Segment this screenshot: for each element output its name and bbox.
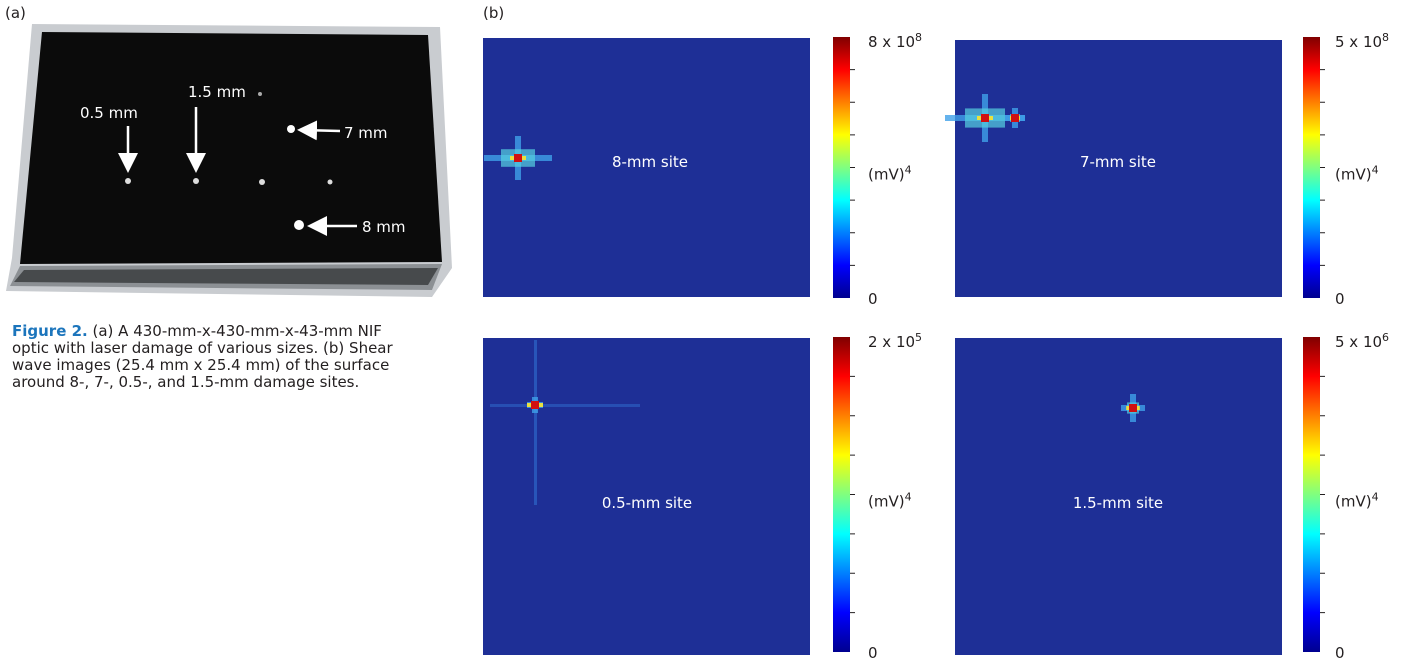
site-label: 0.5-mm site <box>602 494 692 512</box>
colorbar-min: 0 <box>1335 290 1345 308</box>
hotspot <box>981 114 989 122</box>
colorbar-min: 0 <box>868 644 878 662</box>
colorbar-unit: (mV)4 <box>868 491 912 511</box>
colorbar-max-exp: 5 <box>915 331 922 344</box>
photo-annotation: 7 mm <box>344 124 388 142</box>
colorbar-unit-base: (mV) <box>1335 166 1372 184</box>
colorbar-max-exp: 8 <box>915 31 922 44</box>
colorbar-unit-base: (mV) <box>1335 493 1372 511</box>
hotspot <box>490 404 640 407</box>
colorbar-max-base: 5 x 10 <box>1335 33 1382 51</box>
site-label: 1.5-mm site <box>1073 494 1163 512</box>
caption-line: Figure 2. (a) A 430-mm-x-430-mm-x-43-mm … <box>12 322 382 340</box>
caption-line: wave images (25.4 mm x 25.4 mm) of the s… <box>12 356 389 374</box>
optic-photo <box>6 24 452 297</box>
photo-annotation: 0.5 mm <box>80 104 138 122</box>
colorbar-unit-exp: 4 <box>1372 164 1379 177</box>
colorbar-max-base: 2 x 10 <box>868 333 915 351</box>
colorbar <box>1303 37 1320 298</box>
colorbar-unit-exp: 4 <box>905 164 912 177</box>
colorbar-unit: (mV)4 <box>868 164 912 184</box>
hotspot <box>531 401 539 409</box>
photo-annotation: 1.5 mm <box>188 83 246 101</box>
colorbar-unit: (mV)4 <box>1335 164 1379 184</box>
panel-label: (a) <box>5 4 26 22</box>
colorbar-max: 5 x 106 <box>1335 331 1389 351</box>
colorbar-max-base: 5 x 10 <box>1335 333 1382 351</box>
colorbar-unit-base: (mV) <box>868 493 905 511</box>
photo-annotation: 8 mm <box>362 218 406 236</box>
hotspot <box>534 340 537 505</box>
colorbar-unit-exp: 4 <box>905 491 912 504</box>
site-label: 8-mm site <box>612 153 688 171</box>
colorbar-max: 8 x 108 <box>868 31 922 51</box>
colorbar <box>1303 337 1320 652</box>
colorbar-min: 0 <box>868 290 878 308</box>
colorbar-unit-base: (mV) <box>868 166 905 184</box>
caption-lead: Figure 2. <box>12 322 88 340</box>
colorbar-max-exp: 6 <box>1382 331 1389 344</box>
colorbar-max-base: 8 x 10 <box>868 33 915 51</box>
figure: (a) 0.5 mm 1.5 mm 7 mm 8 mm Figure 2. (a… <box>0 0 1410 663</box>
site-label: 7-mm site <box>1080 153 1156 171</box>
colorbar-max: 5 x 108 <box>1335 31 1389 51</box>
caption-line: optic with laser damage of various sizes… <box>12 339 394 357</box>
hotspot <box>1011 114 1019 122</box>
panel-label: (b) <box>483 4 504 22</box>
colorbar <box>833 337 850 652</box>
caption-text: (a) A 430-mm-x-430-mm-x-43-mm NIF <box>93 322 382 340</box>
colorbar-max-exp: 8 <box>1382 31 1389 44</box>
colorbar-min: 0 <box>1335 644 1345 662</box>
colorbar-unit: (mV)4 <box>1335 491 1379 511</box>
hotspot <box>514 154 522 162</box>
colorbar <box>833 37 850 298</box>
caption-line: around 8-, 7-, 0.5-, and 1.5-mm damage s… <box>12 373 359 391</box>
hotspot <box>1129 404 1137 412</box>
colorbar-unit-exp: 4 <box>1372 491 1379 504</box>
colorbar-max: 2 x 105 <box>868 331 922 351</box>
